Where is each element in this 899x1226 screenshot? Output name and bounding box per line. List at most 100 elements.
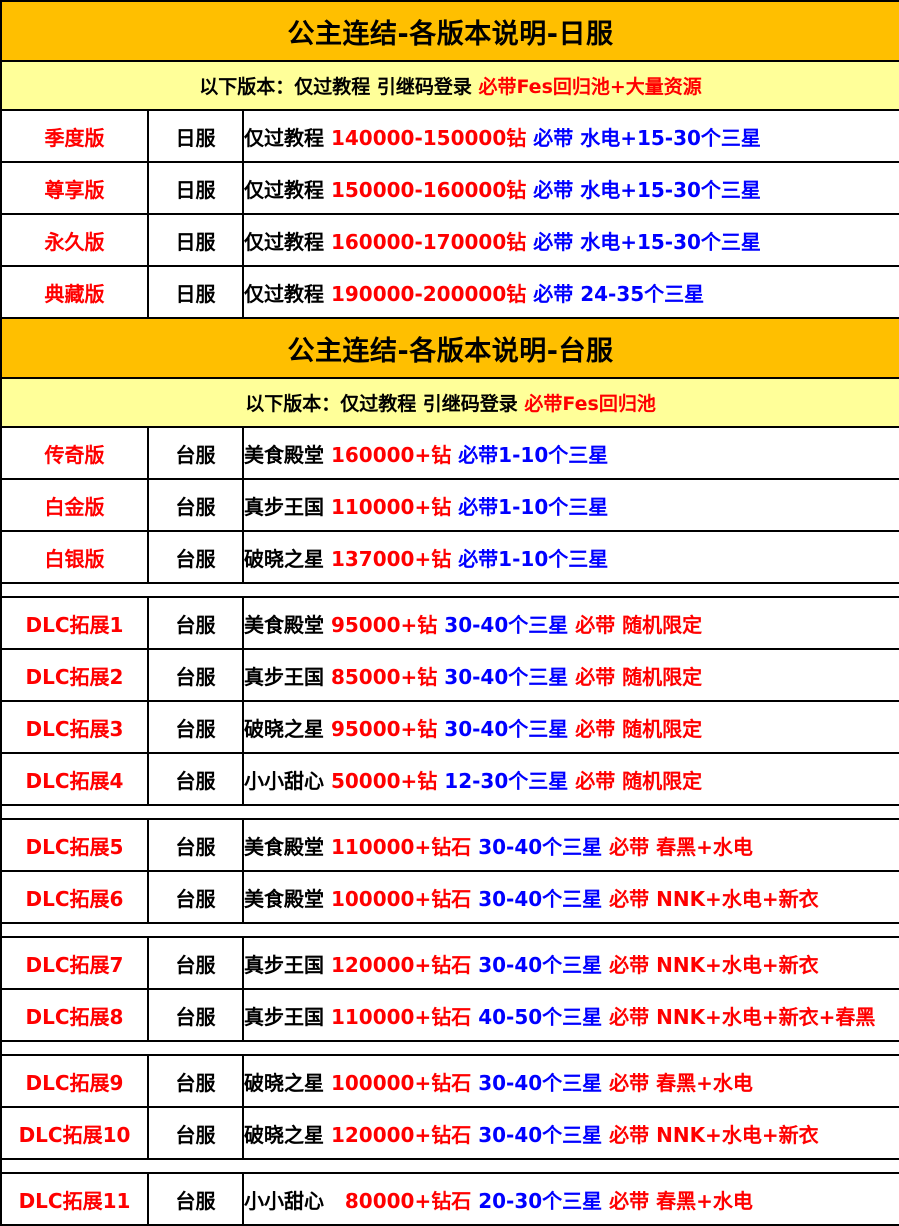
desc-part-stars: 30-40个三星: [478, 886, 610, 911]
server-cell: 台服: [147, 988, 244, 1042]
section-note: 以下版本：仅过教程 引继码登录 必带Fes回归池: [0, 377, 899, 428]
server-cell: 日服: [147, 213, 244, 267]
spacer-cell: [0, 1040, 899, 1056]
desc-part-title: 真步王国: [244, 664, 331, 689]
table-row: DLC拓展9 台服 破晓之星 100000+钻石 30-40个三星 必带 春黑+水电: [0, 1054, 899, 1108]
server-cell: 台服: [147, 478, 244, 532]
section-note-highlight: 必带Fes回归池: [524, 393, 656, 415]
desc-part-bonus: 必带 随机限定: [575, 612, 703, 637]
version-name-cell: DLC拓展4: [0, 752, 149, 806]
version-name-cell: 白银版: [0, 530, 149, 584]
desc-part-gems: 110000+钻石: [330, 834, 479, 859]
server-cell: 台服: [147, 1172, 244, 1226]
desc-part-title: 破晓之星: [244, 546, 331, 571]
server-cell: 台服: [147, 530, 244, 584]
desc-part-gems: 160000+钻: [330, 442, 459, 467]
table-row: DLC拓展11 台服 小小甜心 80000+钻石 20-30个三星 必带 春黑+水电: [0, 1172, 899, 1226]
table-row: 白金版 台服 真步王国 110000+钻 必带1-10个三星: [0, 478, 899, 532]
desc-part-title: 真步王国: [244, 952, 331, 977]
desc-part-stars: 20-30个三星: [478, 1188, 610, 1213]
table-row: DLC拓展10 台服 破晓之星 120000+钻石 30-40个三星 必带 NNK+…: [0, 1106, 899, 1160]
desc-part-bonus: 必带 随机限定: [575, 716, 703, 741]
spacer-cell: [0, 582, 899, 598]
desc-part-title: 破晓之星: [244, 716, 331, 741]
server-cell: 台服: [147, 1106, 244, 1160]
server-cell: 台服: [147, 1054, 244, 1108]
section-note-plain: 以下版本：仅过教程 引继码登录: [199, 76, 479, 98]
spacer-row: [0, 1158, 899, 1174]
version-name-cell: 尊享版: [0, 161, 149, 215]
desc-part-title: 仅过教程: [244, 281, 331, 306]
desc-part-gems: 110000+钻: [330, 494, 459, 519]
desc-part-stars: 30-40个三星: [478, 834, 610, 859]
desc-part-gems: 110000+钻石: [330, 1004, 479, 1029]
server-cell: 台服: [147, 648, 244, 702]
server-cell: 日服: [147, 109, 244, 163]
table-row: 典藏版 日服 仅过教程 190000-200000钻 必带 24-35个三星: [0, 265, 899, 319]
section-note-row: 以下版本：仅过教程 引继码登录 必带Fes回归池+大量资源: [0, 60, 899, 111]
version-name-cell: DLC拓展10: [0, 1106, 149, 1160]
desc-part-bonus: 必带 春黑+水电: [609, 1188, 753, 1213]
desc-part-stars: 30-40个三星: [478, 1070, 610, 1095]
description-cell: 破晓之星 120000+钻石 30-40个三星 必带 NNK+水电+新衣: [241, 1106, 899, 1160]
desc-part-title: 破晓之星: [244, 1070, 331, 1095]
table-row: 季度版 日服 仅过教程 140000-150000钻 必带 水电+15-30个三星: [0, 109, 899, 163]
server-cell: 台服: [147, 752, 244, 806]
version-name-cell: DLC拓展3: [0, 700, 149, 754]
desc-part-title: 仅过教程: [244, 229, 331, 254]
description-cell: 破晓之星 95000+钻 30-40个三星 必带 随机限定: [241, 700, 899, 754]
desc-part-title: 真步王国: [244, 494, 331, 519]
version-name-cell: 永久版: [0, 213, 149, 267]
table-row: DLC拓展4 台服 小小甜心 50000+钻 12-30个三星 必带 随机限定: [0, 752, 899, 806]
desc-part-stars: 必带 水电+15-30个三星: [533, 177, 761, 202]
section-banner-row: 公主连结-各版本说明-日服: [0, 0, 899, 62]
section-banner-row: 公主连结-各版本说明-台服: [0, 317, 899, 379]
table-row: 尊享版 日服 仅过教程 150000-160000钻 必带 水电+15-30个三星: [0, 161, 899, 215]
desc-part-gems: 95000+钻: [330, 612, 445, 637]
desc-part-stars: 必带 水电+15-30个三星: [533, 229, 761, 254]
desc-part-bonus: 必带 NNK+水电+新衣: [609, 886, 819, 911]
description-cell: 破晓之星 137000+钻 必带1-10个三星: [241, 530, 899, 584]
description-cell: 仅过教程 140000-150000钻 必带 水电+15-30个三星: [241, 109, 899, 163]
desc-part-gems: 85000+钻: [330, 664, 445, 689]
desc-part-gems: 120000+钻石: [330, 1122, 479, 1147]
section-banner-title: 公主连结-各版本说明-日服: [0, 0, 899, 62]
description-cell: 仅过教程 160000-170000钻 必带 水电+15-30个三星: [241, 213, 899, 267]
description-cell: 小小甜心 80000+钻石 20-30个三星 必带 春黑+水电: [241, 1172, 899, 1226]
version-name-cell: DLC拓展6: [0, 870, 149, 924]
table-row: DLC拓展8 台服 真步王国 110000+钻石 40-50个三星 必带 NNK+水…: [0, 988, 899, 1042]
desc-part-title: 仅过教程: [244, 125, 331, 150]
spacer-cell: [0, 804, 899, 820]
version-name-cell: 典藏版: [0, 265, 149, 319]
server-cell: 日服: [147, 265, 244, 319]
table-row: DLC拓展7 台服 真步王国 120000+钻石 30-40个三星 必带 NNK+水…: [0, 936, 899, 990]
desc-part-stars: 必带 水电+15-30个三星: [533, 125, 761, 150]
desc-part-gems: 140000-150000钻: [330, 125, 534, 150]
table-row: DLC拓展1 台服 美食殿堂 95000+钻 30-40个三星 必带 随机限定: [0, 596, 899, 650]
version-name-cell: DLC拓展7: [0, 936, 149, 990]
table-row: 白银版 台服 破晓之星 137000+钻 必带1-10个三星: [0, 530, 899, 584]
desc-part-stars: 必带1-10个三星: [458, 442, 609, 467]
desc-part-title: 仅过教程: [244, 177, 331, 202]
desc-part-stars: 30-40个三星: [444, 716, 576, 741]
desc-part-gems: 137000+钻: [330, 546, 459, 571]
desc-part-gems: 50000+钻: [330, 768, 445, 793]
table-row: 传奇版 台服 美食殿堂 160000+钻 必带1-10个三星: [0, 426, 899, 480]
desc-part-gems: 100000+钻石: [330, 1070, 479, 1095]
description-cell: 真步王国 120000+钻石 30-40个三星 必带 NNK+水电+新衣: [241, 936, 899, 990]
version-name-cell: DLC拓展11: [0, 1172, 149, 1226]
spacer-row: [0, 582, 899, 598]
desc-part-gems: 95000+钻: [330, 716, 445, 741]
desc-part-gems: 80000+钻石: [344, 1188, 479, 1213]
version-name-cell: DLC拓展2: [0, 648, 149, 702]
table-row: DLC拓展2 台服 真步王国 85000+钻 30-40个三星 必带 随机限定: [0, 648, 899, 702]
desc-part-gems: 100000+钻石: [330, 886, 479, 911]
desc-part-bonus: 必带 NNK+水电+新衣+春黑: [609, 1004, 876, 1029]
description-cell: 美食殿堂 110000+钻石 30-40个三星 必带 春黑+水电: [241, 818, 899, 872]
server-cell: 台服: [147, 426, 244, 480]
desc-part-gems: 150000-160000钻: [330, 177, 534, 202]
section-note-row: 以下版本：仅过教程 引继码登录 必带Fes回归池: [0, 377, 899, 428]
spacer-cell: [0, 922, 899, 938]
desc-part-gems: 190000-200000钻: [330, 281, 534, 306]
